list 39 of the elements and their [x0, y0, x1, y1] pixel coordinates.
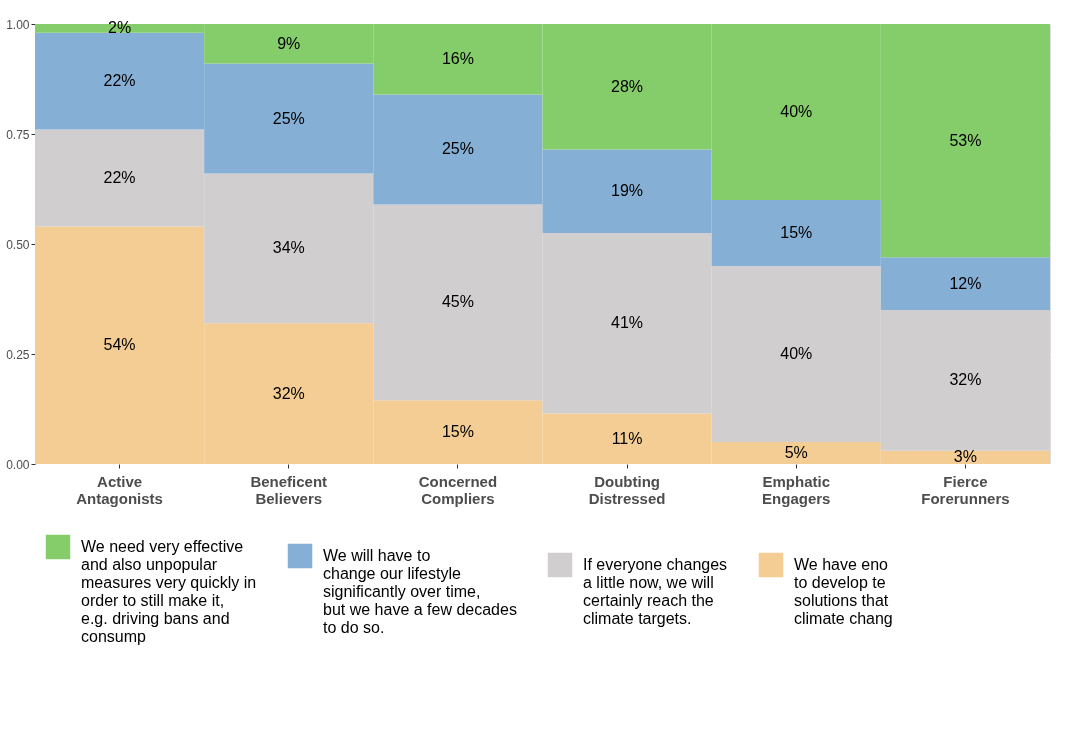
y-tick-label: 0.25 [6, 347, 30, 362]
y-tick-label: 1.00 [6, 17, 30, 32]
legend-label: We have eno to develop te solutions that climate chang [794, 556, 893, 627]
data-label: 3% [953, 448, 977, 466]
data-label: 40% [780, 103, 813, 120]
data-label: 5% [784, 444, 808, 461]
data-label: 34% [272, 239, 305, 257]
legend-label: If everyone changes a little now, we will certainly reach the climate targets. [583, 556, 728, 627]
data-label: 28% [611, 77, 644, 95]
data-label: 41% [611, 314, 644, 332]
x-tick-label: Active Antagonists [76, 472, 163, 507]
x-tick-label: Fierce Forerunners [921, 472, 1010, 507]
data-label: 19% [611, 182, 644, 200]
data-label: 53% [949, 131, 982, 149]
x-tick-label: Concerned Compliers [418, 472, 498, 507]
data-label: 32% [272, 384, 305, 402]
data-label: 22% [103, 72, 136, 90]
data-label: 15% [441, 423, 474, 441]
data-label: 45% [441, 293, 474, 311]
data-label: 9% [277, 34, 301, 52]
x-tick-label: Beneficent Believers [250, 472, 328, 507]
y-tick-label: 0.75 [6, 127, 30, 142]
data-label: 25% [272, 109, 305, 127]
data-label: 40% [780, 345, 813, 362]
data-label: 32% [949, 371, 982, 389]
data-label: 15% [780, 224, 813, 241]
legend-label: We need very effective and also unpopular measures very quickly in order to still make it, e.g. driving bans and consump [81, 538, 257, 645]
data-label: 12% [949, 274, 982, 292]
data-label: 16% [441, 50, 474, 68]
data-label: 11% [611, 429, 643, 447]
x-tick-label: Emphatic Engagers [762, 472, 831, 507]
data-label: 54% [103, 336, 136, 354]
y-tick-label: 0.00 [6, 457, 30, 472]
legend-label: We will have to change our lifestyle significantly over time, but we have a few decades to do so. [323, 547, 517, 636]
x-tick-label: Doubting Distressed [588, 472, 666, 507]
data-label: 22% [103, 169, 136, 186]
data-label: 2% [108, 19, 132, 37]
data-label: 25% [441, 140, 474, 158]
y-tick-label: 0.50 [6, 237, 30, 252]
